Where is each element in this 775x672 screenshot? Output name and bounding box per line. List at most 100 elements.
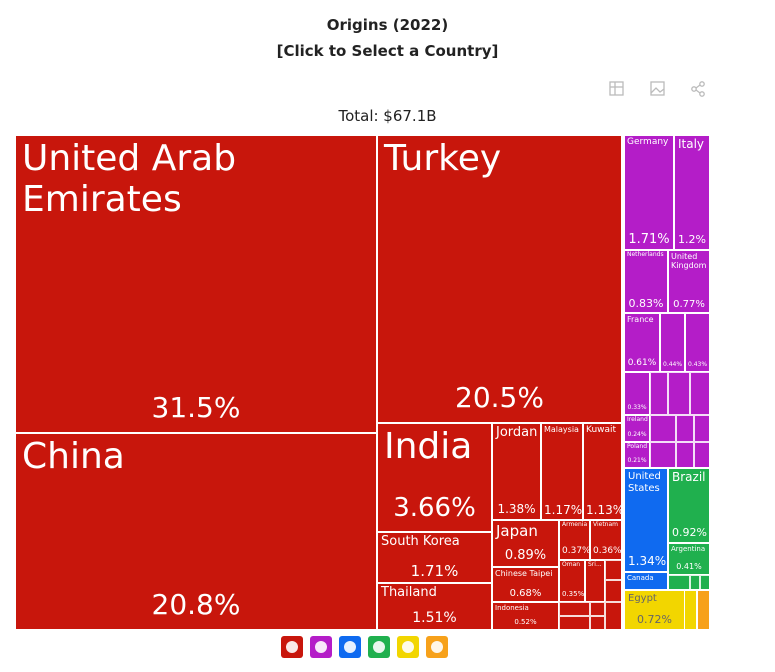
cell-value-label: 0.44% — [663, 361, 683, 369]
cell-value-label: 1.34% — [628, 553, 667, 568]
treemap-cell[interactable]: Kuwait 1.13% — [583, 423, 622, 520]
cell-value-label: 20.5% — [455, 381, 544, 415]
treemap-cell[interactable]: Thailand 1.51% — [377, 583, 492, 630]
cell-name: Argentina — [671, 545, 706, 553]
small-cell — [605, 580, 622, 602]
chart-title: Origins (2022) — [326, 16, 449, 34]
cell-name: Japan — [496, 522, 538, 540]
treemap-cell[interactable]: Malaysia 1.17% — [541, 423, 583, 520]
treemap-cell[interactable]: Ireland 0.24% — [624, 415, 650, 442]
treemap-cell[interactable]: Turkey 20.5% — [377, 135, 622, 423]
treemap-cell[interactable]: Canada — [624, 572, 668, 590]
share-icon[interactable] — [691, 86, 697, 92]
image-icon[interactable] — [650, 81, 665, 96]
cell-value-label: 0.43% — [688, 361, 708, 369]
treemap-cell[interactable]: Egypt 0.72% — [624, 590, 685, 630]
cell-value-label: 3.66% — [393, 493, 476, 524]
small-cell — [700, 575, 710, 590]
treemap-cell[interactable]: Sri... — [585, 560, 605, 602]
treemap-cell[interactable]: France 0.61% — [624, 313, 660, 372]
legend-icon[interactable] — [339, 636, 361, 658]
small-cell — [668, 575, 690, 590]
cell-value-label: 0.24% — [627, 431, 647, 439]
small-cell — [694, 415, 710, 442]
cell-value-label: 1.2% — [678, 232, 706, 246]
treemap-cell[interactable]: Netherlands 0.83% — [624, 250, 668, 313]
legend-icon[interactable] — [281, 636, 303, 658]
cell-value-label: 1.71% — [628, 231, 670, 247]
treemap-cell[interactable]: United Kingdom 0.77% — [668, 250, 710, 313]
treemap-cell[interactable]: Armenia 0.37% — [559, 520, 590, 560]
small-cell — [690, 372, 710, 415]
cell-value-label: 0.68% — [509, 588, 542, 599]
treemap-cell[interactable]: Poland 0.21% — [624, 442, 650, 468]
treemap-cell[interactable]: India 3.66% — [377, 423, 492, 532]
cell-name: South Korea — [381, 534, 460, 549]
cell-name: Indonesia — [495, 604, 529, 612]
cell-name: Netherlands — [627, 251, 664, 258]
cell-name: Germany — [627, 137, 669, 147]
cell-name: Poland — [627, 443, 648, 450]
cell-value-label: 31.5% — [151, 391, 241, 425]
cell-value-label: 1.13% — [586, 502, 622, 517]
table-icon[interactable] — [609, 81, 624, 96]
treemap-cell[interactable]: China 20.8% — [15, 433, 377, 630]
treemap-cell[interactable]: South Korea 1.71% — [377, 532, 492, 583]
treemap-cell[interactable]: Chinese Taipei 0.68% — [492, 567, 559, 602]
treemap-cell[interactable]: Germany 1.71% — [624, 135, 674, 250]
cell-name: Turkey — [384, 138, 502, 179]
treemap-cell[interactable]: 0.43% — [685, 313, 710, 372]
legend-icon[interactable] — [397, 636, 419, 658]
cell-value-label: 0.61% — [627, 358, 657, 369]
cell-name: Ireland — [627, 416, 648, 423]
treemap-cell[interactable]: United Arab Emirates 31.5% — [15, 135, 377, 433]
treemap-cell[interactable]: 0.33% — [624, 372, 650, 415]
treemap-cell[interactable]: Vietnam 0.36% — [590, 520, 622, 560]
cell-name: Thailand — [381, 585, 437, 600]
cell-value-label: 0.52% — [514, 618, 537, 627]
cell-value-label: 0.35% — [562, 590, 585, 599]
treemap-cell[interactable]: United States 1.34% — [624, 468, 668, 572]
treemap-cell[interactable]: Japan 0.89% — [492, 520, 559, 567]
cell-value-label: 0.92% — [672, 525, 707, 539]
cell-value-label: 0.77% — [673, 299, 705, 310]
cell-value-label: 20.8% — [151, 588, 241, 622]
cell-name: Jordan — [496, 425, 538, 440]
cell-value-label: 0.89% — [504, 547, 547, 563]
legend-icon[interactable] — [426, 636, 448, 658]
small-cell — [676, 415, 694, 442]
treemap-cell[interactable]: 0.44% — [660, 313, 685, 372]
cell-value-label: 0.37% — [562, 546, 590, 557]
cell-name: United States — [628, 471, 661, 494]
chart-subtitle[interactable]: [Click to Select a Country] — [276, 42, 499, 60]
group-area — [697, 590, 710, 630]
treemap-cell[interactable]: Italy 1.2% — [674, 135, 710, 250]
small-cell — [650, 442, 676, 468]
treemap-cell[interactable]: Jordan 1.38% — [492, 423, 541, 520]
small-cell — [605, 560, 622, 580]
cell-value-label: 0.41% — [676, 562, 702, 572]
cell-value-label: 0.83% — [628, 296, 664, 310]
cell-value-label: 1.71% — [410, 561, 459, 580]
small-cell — [650, 372, 668, 415]
small-cell — [690, 575, 700, 590]
cell-name: Chinese Taipei — [495, 569, 553, 578]
cell-name: Brazil — [672, 470, 706, 484]
legend-icon[interactable] — [368, 636, 390, 658]
cell-value-label: 1.38% — [497, 501, 536, 516]
cell-name: Sri... — [588, 561, 602, 568]
cell-name: Italy — [678, 137, 705, 151]
toolbar — [609, 81, 705, 97]
treemap-cell[interactable]: Argentina 0.41% — [668, 543, 710, 575]
cell-value-label: 1.51% — [412, 609, 457, 626]
cell-name: United Arab Emirates — [22, 138, 237, 221]
treemap-cell[interactable]: Oman 0.35% — [559, 560, 585, 602]
cell-value-label: 0.72% — [637, 612, 672, 626]
small-cell — [694, 442, 710, 468]
treemap-cell[interactable]: Indonesia 0.52% — [492, 602, 559, 630]
cell-name: Canada — [627, 574, 654, 582]
treemap-cell[interactable]: Brazil 0.92% — [668, 468, 710, 543]
small-cell — [668, 372, 690, 415]
legend-icon[interactable] — [310, 636, 332, 658]
